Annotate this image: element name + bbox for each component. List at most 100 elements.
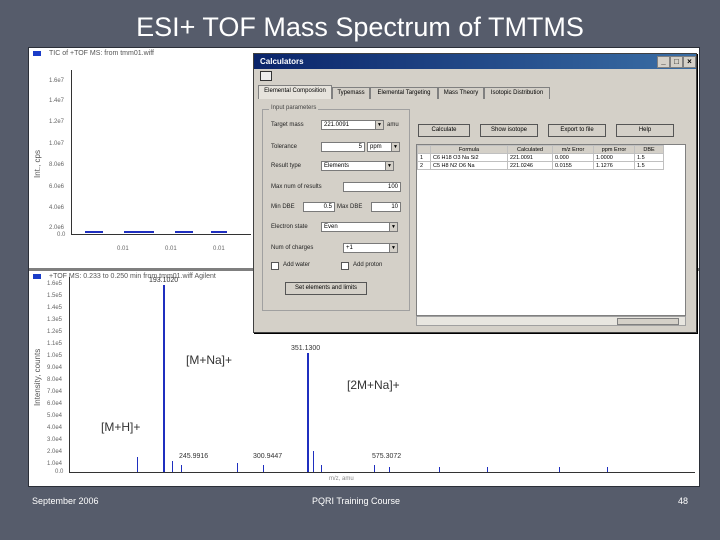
spectrum-y-tick: 8.0e4 — [47, 377, 63, 383]
num-charges-select[interactable]: +1 — [343, 243, 391, 253]
peak-minor — [321, 465, 322, 472]
peak-label: 193.1020 — [149, 277, 179, 284]
tic-header-text: TIC of +TOF MS: from tmm01.wiff — [49, 50, 154, 57]
spectrum-header: +TOF MS: 0.233 to 0.250 min from tmm01.w… — [33, 273, 216, 280]
peak-minor — [374, 465, 375, 472]
target-mass-input[interactable]: 221.0091 — [321, 120, 377, 130]
peak-label: 245.9916 — [179, 453, 209, 460]
result-type-select[interactable]: Elements — [321, 161, 387, 171]
spectrum-y-axis-label: Intensity, counts — [33, 348, 42, 406]
chevron-down-icon[interactable]: ▼ — [391, 142, 400, 152]
peak-label: 351.1300 — [291, 345, 321, 352]
printer-icon[interactable] — [260, 71, 272, 81]
show-isotope-button[interactable]: Show isotope — [480, 124, 538, 137]
tic-y-tick: 1.6e7 — [49, 78, 65, 84]
tic-trace-segment — [85, 231, 103, 233]
tic-x-axis — [71, 234, 251, 235]
column-header[interactable]: m/z Error — [552, 145, 594, 154]
table-cell: 1 — [417, 153, 431, 162]
spectrum-y-tick: 1.0e5 — [47, 353, 63, 359]
table-cell: 1.1276 — [593, 161, 635, 170]
peak-label: 575.3072 — [372, 453, 402, 460]
column-header[interactable]: ppm Error — [593, 145, 635, 154]
dialog-title: Calculators — [260, 57, 304, 66]
electron-state-select[interactable]: Even — [321, 222, 391, 232]
spectrum-y-tick: 1.2e5 — [47, 329, 63, 335]
export-to-file-button[interactable]: Export to file — [548, 124, 606, 137]
tab-elemental-composition[interactable]: Elemental Composition — [258, 85, 332, 99]
tab-typemass[interactable]: Typemass — [332, 87, 370, 99]
peak-minor — [172, 461, 173, 472]
chevron-down-icon[interactable]: ▼ — [385, 161, 394, 171]
add-proton-checkbox[interactable] — [341, 262, 349, 270]
max-results-input[interactable]: 100 — [343, 182, 401, 192]
tic-y-tick: 0.0 — [57, 232, 66, 238]
minimize-button[interactable]: _ — [657, 56, 670, 68]
tic-y-tick: 4.0e6 — [49, 205, 65, 211]
min-dbe-input[interactable]: 0.5 — [303, 202, 335, 212]
tic-header: TIC of +TOF MS: from tmm01.wiff — [33, 50, 154, 57]
table-cell: C5 H8 N2 O6 Na — [430, 161, 508, 170]
table-row[interactable]: 2 C5 H8 N2 O6 Na 221.0246 0.0155 1.1276 … — [417, 161, 664, 170]
spectrum-header-text: +TOF MS: 0.233 to 0.250 min from tmm01.w… — [49, 273, 216, 280]
max-dbe-input[interactable]: 10 — [371, 202, 401, 212]
tolerance-unit-select[interactable]: ppm — [367, 142, 393, 152]
spectrum-y-tick: 5.0e4 — [47, 413, 63, 419]
table-row[interactable]: 1 C6 H18 O3 Na Si2 221.0091 0.000 1.0000… — [417, 153, 664, 162]
peak-minor — [313, 451, 314, 472]
footer-date: September 2006 — [32, 496, 99, 506]
slide-title: ESI+ TOF Mass Spectrum of TMTMS — [136, 12, 584, 42]
spectrum-y-tick: 1.0e4 — [47, 461, 63, 467]
tic-y-tick: 1.2e7 — [49, 119, 65, 125]
calculator-dialog: Calculators _ □ × Elemental Composition … — [253, 53, 697, 333]
column-header[interactable]: DBE — [634, 145, 664, 154]
spectrum-y-tick: 2.0e4 — [47, 449, 63, 455]
peak-minor — [559, 467, 560, 472]
peak-label: 300.9447 — [253, 453, 283, 460]
table-cell: 221.0246 — [507, 161, 553, 170]
tic-y-tick: 8.0e6 — [49, 162, 65, 168]
spectrum-y-tick: 9.0e4 — [47, 365, 63, 371]
dialog-toolbar — [254, 69, 696, 83]
table-cell: 0.0155 — [552, 161, 594, 170]
target-mass-unit: amu — [387, 122, 399, 128]
peak-minor — [263, 465, 264, 472]
column-header[interactable]: Calculated — [507, 145, 553, 154]
tab-elemental-targeting[interactable]: Elemental Targeting — [370, 87, 438, 99]
spectrum-y-tick: 1.3e5 — [47, 317, 63, 323]
peak-minor — [237, 463, 238, 472]
peak-m-h — [137, 457, 138, 472]
maximize-button[interactable]: □ — [670, 56, 683, 68]
chevron-down-icon[interactable]: ▼ — [389, 243, 398, 253]
tab-isotopic-distribution[interactable]: Isotopic Distribution — [484, 87, 550, 99]
annotation-2m-na: [2M+Na]+ — [347, 378, 400, 392]
tic-y-axis — [71, 70, 72, 235]
horizontal-scrollbar[interactable] — [416, 316, 686, 326]
add-water-checkbox[interactable] — [271, 262, 279, 270]
table-cell: 1.5 — [634, 153, 664, 162]
calculate-button[interactable]: Calculate — [418, 124, 470, 137]
scrollbar-thumb[interactable] — [617, 318, 679, 325]
peak-minor — [389, 467, 390, 472]
help-button[interactable]: Help — [616, 124, 674, 137]
column-header[interactable] — [417, 145, 431, 154]
close-button[interactable]: × — [683, 56, 696, 68]
dialog-title-bar[interactable]: Calculators _ □ × — [254, 54, 696, 69]
tolerance-input[interactable]: 5 — [321, 142, 365, 152]
column-header[interactable]: Formula — [430, 145, 508, 154]
tic-x-tick: 0.01 — [117, 246, 129, 252]
page-number: 48 — [678, 496, 689, 506]
tab-mass-theory[interactable]: Mass Theory — [438, 87, 484, 99]
peak-minor — [181, 465, 182, 472]
max-results-label: Max num of results — [271, 184, 322, 190]
spectrum-y-tick: 4.0e4 — [47, 425, 63, 431]
table-cell: 1.5 — [634, 161, 664, 170]
annotation-m-h: [M+H]+ — [101, 420, 141, 434]
chevron-down-icon[interactable]: ▼ — [375, 120, 384, 130]
set-elements-button[interactable]: Set elements and limits — [285, 282, 367, 295]
peak-minor — [439, 467, 440, 472]
chevron-down-icon[interactable]: ▼ — [389, 222, 398, 232]
group-legend: Input parameters — [269, 105, 319, 111]
series-color-swatch — [33, 273, 41, 279]
results-grid[interactable]: Formula Calculated m/z Error ppm Error D… — [416, 144, 686, 316]
